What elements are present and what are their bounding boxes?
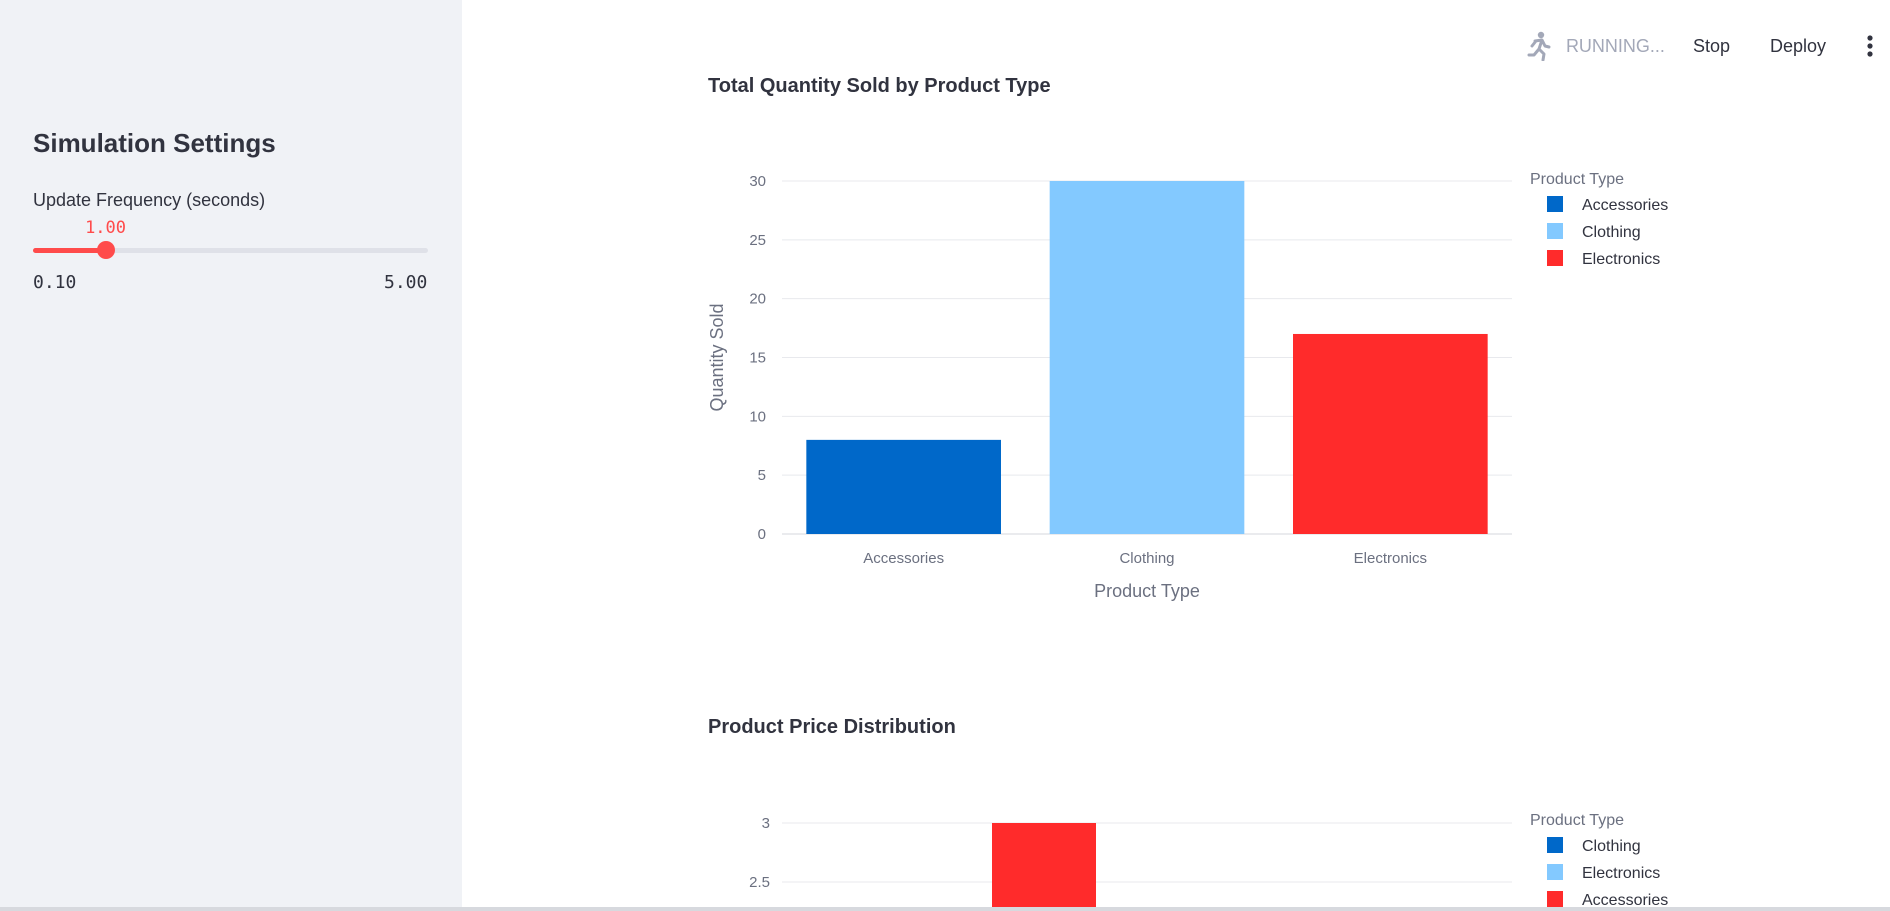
y-tick-label: 25 [749,232,766,249]
legend-item-label: Clothing [1582,838,1641,855]
sidebar: Simulation Settings Update Frequency (se… [0,0,462,911]
legend-title: Product Type [1530,812,1624,829]
y-tick-label: 30 [749,173,766,190]
stop-button[interactable]: Stop [1692,35,1730,56]
y-axis-label: Quantity Sold [707,303,727,411]
legend-swatch [1547,891,1563,907]
legend-item-label: Electronics [1582,865,1660,882]
bar-electronics [1293,333,1488,534]
chart2-title: Product Price Distribution [708,716,956,738]
legend-item-label: Electronics [1582,251,1660,268]
bar-clothing [1049,181,1245,534]
legend-swatch [1547,196,1563,212]
legend-item-label: Clothing [1582,224,1641,241]
slider-current-value: 1.00 [85,218,127,238]
deploy-button[interactable]: Deploy [1769,35,1826,56]
x-axis-label: Product Type [1094,581,1200,601]
running-status: RUNNING... [1526,31,1665,61]
top-toolbar: RUNNING... Stop Deploy [1526,28,1890,64]
x-tick-label: Accessories [863,550,944,567]
slider-min-label: 0.10 [33,272,77,293]
x-tick-label: Clothing [1119,550,1174,567]
chart1-title: Total Quantity Sold by Product Type [708,75,1051,97]
legend-swatch [1547,864,1563,880]
x-tick-label: Electronics [1354,550,1427,567]
bar-accessories [806,439,1001,534]
y-tick-label: 2.5 [749,874,770,891]
y-tick-label: 10 [749,408,766,425]
legend-swatch [1547,837,1563,853]
y-tick-label: 15 [749,350,766,367]
bottom-divider [0,907,1890,911]
slider-fill [33,248,106,253]
vertical-ellipsis-icon[interactable] [1866,34,1874,58]
sidebar-title: Simulation Settings [33,128,276,158]
status-text: RUNNING... [1565,35,1665,56]
bar-accessories [992,823,1096,911]
legend-swatch [1547,223,1563,239]
legend-swatch [1547,250,1563,266]
update-frequency-slider[interactable] [33,241,428,259]
y-tick-label: 0 [758,526,766,543]
legend-item-label: Accessories [1582,892,1668,909]
legend-item-label: Accessories [1582,197,1668,214]
legend-title: Product Type [1530,171,1624,188]
slider-max-label: 5.00 [384,272,428,293]
running-man-icon [1527,31,1551,61]
y-tick-label: 5 [758,467,766,484]
y-tick-label: 20 [749,291,766,308]
slider-label: Update Frequency (seconds) [33,190,266,210]
y-tick-label: 3 [762,815,770,832]
slider-thumb[interactable] [96,241,115,259]
